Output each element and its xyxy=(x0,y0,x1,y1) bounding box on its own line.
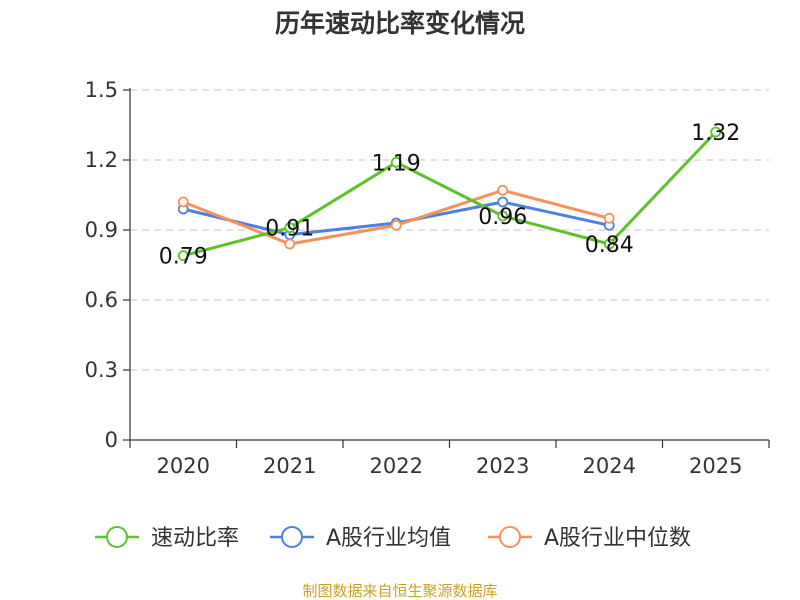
data-label: 0.84 xyxy=(585,233,634,258)
data-point[interactable] xyxy=(284,238,296,250)
legend-marker xyxy=(499,526,521,548)
legend-item[interactable]: A股行业均值 xyxy=(270,526,451,551)
series-2 xyxy=(177,184,615,250)
source-note: 制图数据来自恒生聚源数据库 xyxy=(302,582,497,600)
data-label: 1.19 xyxy=(372,151,421,176)
x-tick-label: 2024 xyxy=(583,454,636,478)
series-0 xyxy=(177,126,722,262)
data-point[interactable] xyxy=(390,219,402,231)
data-label: 1.32 xyxy=(691,121,740,146)
legend-item[interactable]: A股行业中位数 xyxy=(488,526,691,551)
axes: 0 0.3 0.6 0.9 1.2 1.5 2020 2021 2022 2023 2024 2025 xyxy=(85,78,770,478)
data-label: 0.96 xyxy=(478,205,527,230)
x-tick-label: 2025 xyxy=(689,454,742,478)
y-tick-label: 1.5 xyxy=(85,78,118,102)
legend[interactable]: 速动比率 A股行业均值 A股行业中位数 xyxy=(95,526,691,551)
grid xyxy=(130,89,769,371)
legend-marker xyxy=(106,526,128,548)
data-labels: 0.79 0.91 1.19 0.96 0.84 1.32 xyxy=(159,121,740,270)
data-label: 0.79 xyxy=(159,245,208,270)
legend-label: A股行业均值 xyxy=(326,526,451,551)
legend-label: 速动比率 xyxy=(151,526,239,551)
series-line xyxy=(182,130,717,258)
data-point[interactable] xyxy=(390,156,402,168)
data-point[interactable] xyxy=(284,222,296,234)
legend-label: A股行业中位数 xyxy=(544,526,691,551)
data-point[interactable] xyxy=(497,184,509,196)
data-point[interactable] xyxy=(603,238,615,250)
legend-marker xyxy=(281,526,303,548)
data-point[interactable] xyxy=(710,126,722,138)
y-tick-label: 0.3 xyxy=(85,358,118,382)
series-group xyxy=(177,126,722,262)
x-tick-label: 2021 xyxy=(263,454,316,478)
x-tick-label: 2023 xyxy=(476,454,529,478)
data-point[interactable] xyxy=(603,212,615,224)
y-tick-label: 0 xyxy=(105,428,118,452)
series-line xyxy=(182,188,610,246)
legend-item[interactable]: 速动比率 xyxy=(95,526,239,551)
data-point[interactable] xyxy=(177,250,189,262)
data-point[interactable] xyxy=(177,196,189,208)
x-tick-label: 2020 xyxy=(157,454,210,478)
chart-title: 历年速动比率变化情况 xyxy=(275,9,525,38)
data-point[interactable] xyxy=(497,210,509,222)
y-tick-label: 0.9 xyxy=(85,218,118,242)
y-tick-label: 0.6 xyxy=(85,288,118,312)
x-tick-label: 2022 xyxy=(370,454,423,478)
data-point[interactable] xyxy=(497,196,509,208)
y-tick-label: 1.2 xyxy=(85,148,118,172)
data-label: 0.91 xyxy=(265,217,314,242)
